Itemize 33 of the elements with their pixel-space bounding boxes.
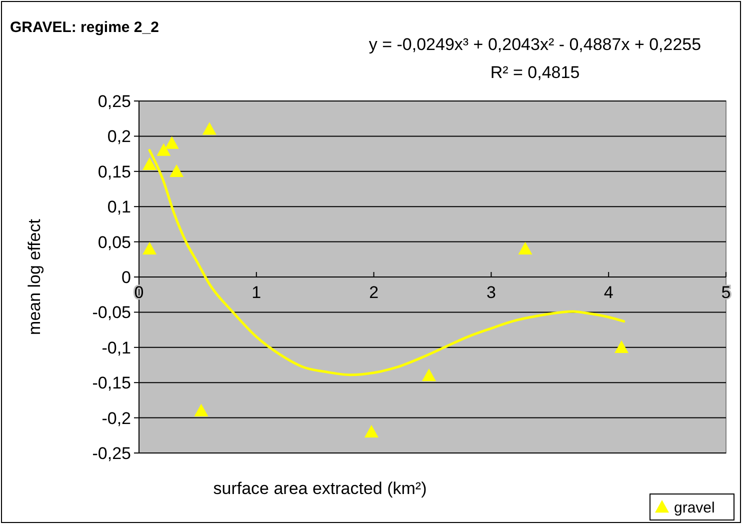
point xyxy=(422,368,436,382)
x-tick-label: 5 xyxy=(721,283,731,302)
chart-title: GRAVEL: regime 2_2 xyxy=(10,19,159,36)
point xyxy=(614,340,629,353)
y-tick-label: -0,2 xyxy=(102,408,131,428)
y-tick-label: -0,05 xyxy=(92,303,131,322)
x-axis-title: surface area extracted (km²) xyxy=(213,479,427,498)
y-tick-label: -0,15 xyxy=(92,374,131,393)
y-tick-label: 0,05 xyxy=(98,232,131,252)
point xyxy=(518,242,532,254)
point xyxy=(142,242,157,254)
legend-label: gravel xyxy=(674,499,715,516)
point xyxy=(194,404,208,416)
point xyxy=(142,157,157,170)
point xyxy=(202,122,216,135)
y-tick-label: 0,2 xyxy=(107,127,131,146)
y-tick-label: -0,1 xyxy=(102,338,131,358)
point xyxy=(170,164,184,177)
y-axis-title: mean log effect xyxy=(25,218,44,335)
text: y = -0,0249x³ + 0,2043x² - 0,4887x + 0,2255 xyxy=(368,35,702,54)
text: R² = 0,4815 xyxy=(490,63,580,82)
point xyxy=(364,424,378,438)
point xyxy=(164,136,179,149)
x-tick-label: 1 xyxy=(252,283,262,302)
y-tick-label: 0,25 xyxy=(98,92,131,111)
point xyxy=(156,143,171,156)
y-tick-label: -0,25 xyxy=(92,444,131,463)
x-tick-label: 3 xyxy=(486,283,496,302)
y-tick-label: 0 xyxy=(122,268,131,287)
y-tick-label: 0,1 xyxy=(107,198,131,217)
y-tick-label: 0,15 xyxy=(98,162,131,182)
x-tick-label: 4 xyxy=(604,283,614,302)
x-tick-label: 2 xyxy=(369,283,379,302)
